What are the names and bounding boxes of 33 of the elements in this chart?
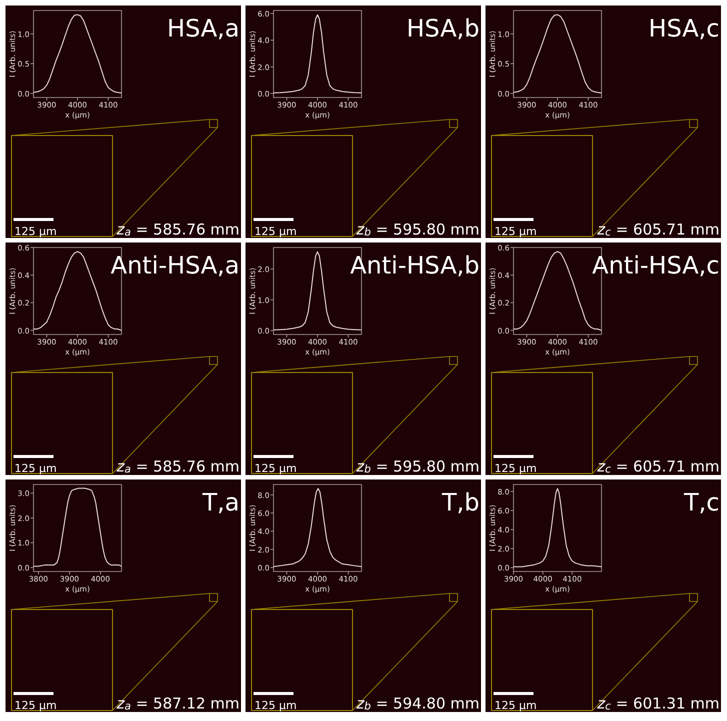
text: HSA,a — [167, 14, 240, 42]
text: HSA,b — [406, 14, 480, 42]
text: zc = 605.71 mm — [596, 458, 720, 476]
line-series — [513, 14, 602, 94]
text: HSA,c — [648, 14, 720, 42]
line-series — [273, 488, 362, 568]
text: zb = 595.80 mm — [355, 458, 480, 476]
text: T,b — [440, 488, 480, 516]
text: 125 μm — [14, 462, 57, 475]
line-series — [273, 14, 362, 94]
text: zc = 601.31 mm — [596, 694, 720, 712]
annotation: Anti-HSA,b — [350, 252, 480, 280]
text: 125 μm — [494, 225, 537, 238]
text: 125 μm — [494, 699, 537, 712]
annotation: Anti-HSA,c — [592, 252, 720, 280]
text: za = 585.76 mm — [116, 458, 240, 476]
text: T,c — [683, 488, 720, 516]
text: za = 587.12 mm — [116, 694, 240, 712]
line-series — [33, 488, 122, 567]
text: 125 μm — [254, 699, 297, 712]
annotation: Anti-HSA,a — [110, 252, 240, 280]
text: za = 585.76 mm — [116, 220, 240, 238]
text: T,a — [202, 488, 240, 516]
text: 125 μm — [254, 225, 297, 238]
line-series — [33, 14, 122, 94]
text: 125 μm — [254, 462, 297, 475]
text: zb = 595.80 mm — [355, 220, 480, 238]
line-series — [513, 488, 602, 568]
text: 125 μm — [14, 699, 57, 712]
text: 125 μm — [494, 462, 537, 475]
text: 125 μm — [14, 225, 57, 238]
text: zb = 594.80 mm — [355, 694, 480, 712]
text: zc = 605.71 mm — [596, 220, 720, 238]
